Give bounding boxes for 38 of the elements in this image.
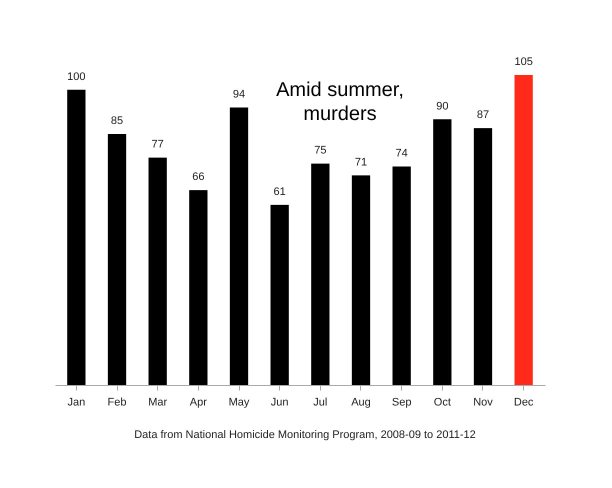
x-tick-label: Mar [148, 396, 168, 408]
data-label: 94 [232, 88, 246, 100]
data-label: 90 [436, 100, 448, 112]
bar [311, 164, 330, 385]
data-label: 66 [192, 171, 204, 184]
text: Data from National Homicide Monitoring Program, 2008-09 to 2011-12 [134, 429, 476, 441]
bar [189, 190, 208, 385]
x-tick-label: Dec [514, 396, 534, 408]
data-label: 75 [314, 144, 326, 157]
data-label: 77 [152, 138, 164, 151]
x-tick-label: Sep [392, 396, 412, 408]
bar [514, 75, 533, 385]
x-tick-label: Jul [313, 396, 328, 408]
bar [433, 119, 452, 385]
bar [474, 128, 492, 385]
bar [392, 166, 411, 385]
bar [108, 134, 126, 385]
data-label: 85 [110, 115, 124, 128]
data-label: 100 [67, 70, 86, 83]
bar [148, 158, 167, 385]
bar [352, 175, 370, 385]
x-tick-label: Apr [190, 396, 208, 408]
x-tick-label: Jun [270, 396, 289, 408]
text: Amid summer, murders [276, 79, 404, 125]
data-label: 71 [354, 156, 368, 168]
x-tick-label: Aug [351, 396, 371, 408]
bar [270, 204, 289, 385]
data-label: 61 [274, 186, 286, 198]
x-tick-label: Oct [434, 396, 451, 408]
data-label: 105 [514, 56, 533, 68]
x-tick-label: Feb [108, 396, 126, 408]
bar [67, 90, 86, 385]
x-tick-label: May [228, 396, 250, 408]
bar [230, 107, 248, 385]
x-tick-label: Nov [473, 396, 494, 408]
data-label: 87 [476, 109, 490, 122]
data-label: 74 [396, 148, 408, 160]
x-tick-label: Jan [67, 396, 86, 408]
